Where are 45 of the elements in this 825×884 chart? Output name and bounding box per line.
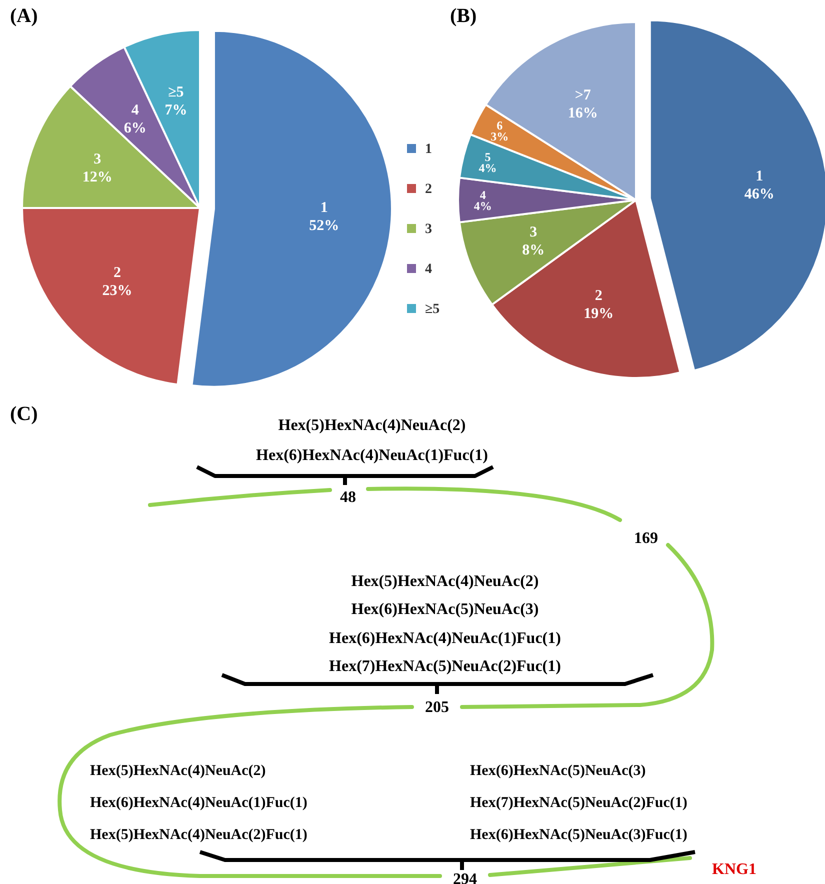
slice-label: 1	[756, 168, 764, 184]
data-label: 7%	[164, 102, 188, 118]
text: 294	[453, 871, 477, 884]
text: Hex(6)HexNAc(5)NeuAc(3)Fuc(1)	[470, 827, 688, 843]
data-label: 8%	[522, 242, 545, 259]
text: Hex(6)HexNAc(4)NeuAc(1)Fuc(1)	[256, 447, 488, 464]
slice-label: 3	[530, 224, 538, 241]
data-label: 16%	[568, 105, 598, 122]
text: 169	[634, 530, 658, 547]
text: 205	[425, 699, 449, 716]
data-label: 52%	[309, 218, 340, 234]
text: Hex(5)HexNAc(4)NeuAc(2)Fuc(1)	[90, 827, 308, 843]
text: 48	[340, 489, 356, 506]
legend-label: 1	[425, 142, 432, 157]
data-label: 12%	[82, 169, 112, 186]
data-label: 4%	[474, 199, 492, 213]
slice-label: 4	[480, 188, 486, 202]
slice-label: >7	[574, 87, 592, 104]
text: Hex(6)HexNAc(5)NeuAc(3)	[351, 601, 539, 618]
slice-label: 4	[131, 102, 140, 119]
legend-label: 2	[425, 182, 432, 197]
text: Hex(7)HexNAc(5)NeuAc(2)Fuc(1)	[329, 658, 561, 675]
data-label: 6%	[124, 120, 146, 137]
legend-label: 3	[425, 222, 432, 237]
slice-label: 3	[94, 151, 102, 168]
text: Hex(5)HexNAc(4)NeuAc(2)	[351, 573, 539, 590]
text: Hex(5)HexNAc(4)NeuAc(2)	[278, 417, 466, 434]
text: Hex(7)HexNAc(5)NeuAc(2)Fuc(1)	[470, 795, 688, 811]
slice-label: ≥5	[168, 84, 184, 100]
text: Hex(6)HexNAc(4)NeuAc(1)Fuc(1)	[329, 630, 561, 647]
text: Hex(6)HexNAc(5)NeuAc(3)	[470, 763, 646, 779]
text: KNG1	[712, 861, 756, 878]
chart-title: (A)	[10, 5, 38, 27]
legend-label: 4	[425, 262, 432, 277]
text: Hex(5)HexNAc(4)NeuAc(2)	[90, 763, 266, 779]
text: (C)	[10, 403, 38, 425]
text: Hex(6)HexNAc(4)NeuAc(1)Fuc(1)	[90, 795, 308, 811]
legend-label: ≥5	[425, 302, 440, 317]
data-label: 19%	[584, 306, 614, 322]
slice-label: 2	[594, 288, 602, 304]
chart-title: (B)	[450, 5, 477, 27]
slice-label: 2	[113, 264, 121, 281]
data-label: 46%	[744, 186, 774, 202]
data-label: 23%	[102, 282, 132, 299]
slice-label: 1	[320, 200, 328, 216]
